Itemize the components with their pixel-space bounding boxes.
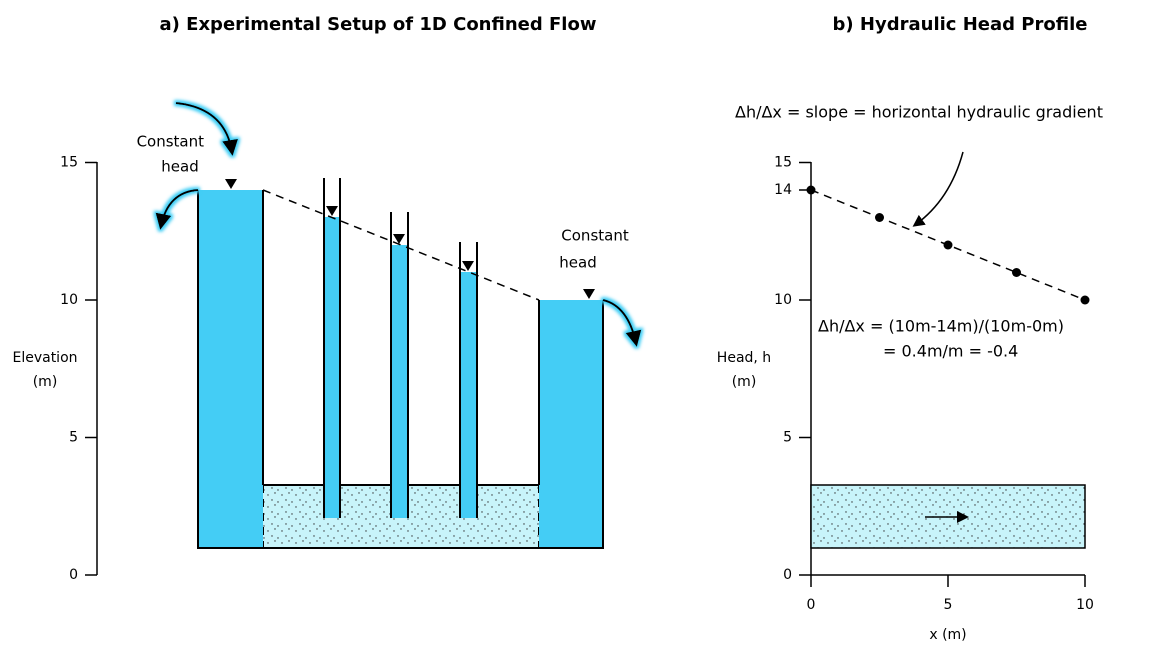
- tick-label: 0: [783, 567, 792, 583]
- tick-label: 15: [60, 155, 78, 171]
- left-label: Constant: [137, 133, 205, 151]
- right-label: head: [559, 254, 596, 272]
- head-point: [807, 186, 816, 195]
- y-ticks: 0 5 10 15: [60, 155, 97, 584]
- tick-label: 0: [69, 567, 78, 583]
- y-label: (m): [732, 374, 757, 390]
- head-point: [944, 241, 953, 250]
- head-point: [1081, 296, 1090, 305]
- tick-label: 5: [69, 430, 78, 446]
- right-label: Constant: [561, 227, 629, 245]
- y-label: Head, h: [717, 350, 771, 366]
- tick-label: 10: [774, 292, 792, 308]
- annotation: Δh/Δx = slope = horizontal hydraulic gra…: [735, 103, 1103, 122]
- panel-b-title: b) Hydraulic Head Profile: [833, 14, 1088, 35]
- tick-label: 0: [807, 597, 816, 613]
- left-label: head: [161, 158, 198, 176]
- tick-label: 5: [783, 430, 792, 446]
- y-label: Elevation: [12, 350, 77, 366]
- left-reservoir: [198, 190, 263, 548]
- tick-label: 14: [774, 182, 792, 198]
- x-label: x (m): [929, 627, 966, 643]
- diagram: a) Experimental Setup of 1D Confined Flo…: [0, 0, 1154, 645]
- right-reservoir: [539, 300, 603, 548]
- tick-label: 5: [944, 597, 953, 613]
- panel-a-title: a) Experimental Setup of 1D Confined Flo…: [160, 14, 597, 35]
- head-points: [807, 186, 1090, 305]
- annotation-arrow: [915, 152, 963, 225]
- tick-label: 10: [60, 292, 78, 308]
- equation: = 0.4m/m = -0.4: [883, 342, 1018, 361]
- tick-label: 15: [774, 155, 792, 171]
- head-point: [1012, 268, 1021, 277]
- piezometers: [324, 178, 477, 518]
- equation: Δh/Δx = (10m-14m)/(10m-0m): [818, 317, 1064, 336]
- tick-label: 10: [1076, 597, 1094, 613]
- head-point: [875, 213, 884, 222]
- y-label: (m): [33, 374, 58, 390]
